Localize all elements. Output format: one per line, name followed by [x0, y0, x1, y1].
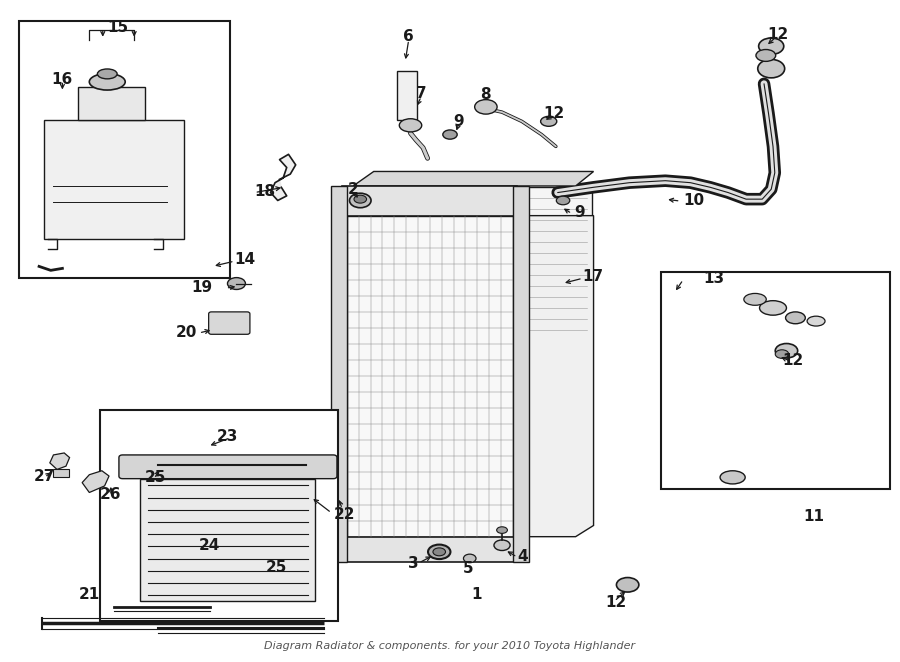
Ellipse shape	[556, 196, 570, 205]
Polygon shape	[50, 453, 69, 469]
Ellipse shape	[775, 350, 788, 358]
Text: 3: 3	[408, 555, 418, 571]
Text: 27: 27	[34, 469, 55, 483]
Text: 25: 25	[266, 559, 286, 575]
Text: 10: 10	[683, 193, 705, 208]
Ellipse shape	[433, 548, 446, 556]
Ellipse shape	[786, 312, 806, 324]
Text: 12: 12	[606, 595, 626, 610]
Bar	[100, 410, 338, 621]
Text: 25: 25	[145, 470, 166, 485]
Text: 14: 14	[235, 252, 256, 267]
Bar	[661, 271, 889, 489]
Text: 21: 21	[78, 587, 100, 602]
Text: 8: 8	[481, 87, 491, 103]
Ellipse shape	[354, 195, 366, 203]
Ellipse shape	[616, 577, 639, 592]
Text: 9: 9	[574, 205, 584, 220]
Ellipse shape	[760, 301, 787, 315]
Ellipse shape	[807, 316, 825, 326]
Ellipse shape	[349, 193, 371, 208]
Ellipse shape	[443, 130, 457, 139]
Text: 26: 26	[100, 487, 122, 502]
Polygon shape	[353, 171, 594, 186]
Text: 19: 19	[191, 280, 212, 295]
Bar	[330, 186, 346, 562]
Text: 22: 22	[333, 507, 355, 522]
Ellipse shape	[494, 540, 510, 551]
Text: 12: 12	[544, 106, 564, 121]
Bar	[342, 537, 518, 562]
Bar	[397, 71, 417, 120]
FancyBboxPatch shape	[209, 312, 250, 334]
Ellipse shape	[758, 60, 785, 78]
Ellipse shape	[89, 73, 125, 90]
Bar	[346, 216, 513, 537]
Polygon shape	[82, 471, 109, 493]
Ellipse shape	[759, 38, 784, 54]
Text: 6: 6	[403, 30, 414, 44]
Text: 18: 18	[255, 184, 275, 199]
Text: 12: 12	[782, 353, 804, 368]
Text: 20: 20	[176, 325, 197, 340]
Ellipse shape	[464, 554, 476, 563]
Text: 17: 17	[583, 269, 604, 285]
Bar	[44, 120, 184, 239]
Text: 1: 1	[472, 587, 482, 602]
Text: 12: 12	[767, 27, 788, 42]
Text: 23: 23	[217, 429, 239, 444]
Text: 24: 24	[199, 538, 220, 553]
Bar	[52, 469, 68, 477]
Ellipse shape	[400, 118, 422, 132]
Ellipse shape	[720, 471, 745, 484]
Bar	[77, 87, 145, 120]
Ellipse shape	[428, 545, 450, 559]
Text: 16: 16	[52, 71, 73, 87]
Polygon shape	[515, 216, 594, 537]
Text: 7: 7	[416, 86, 427, 101]
Bar	[342, 186, 518, 216]
Text: 15: 15	[107, 21, 129, 35]
FancyBboxPatch shape	[119, 455, 337, 479]
Ellipse shape	[756, 50, 776, 62]
Bar	[441, 187, 592, 341]
Text: 11: 11	[803, 509, 824, 524]
Ellipse shape	[541, 117, 557, 126]
Text: 5: 5	[463, 561, 473, 576]
Ellipse shape	[743, 293, 766, 305]
Bar	[140, 479, 315, 601]
Ellipse shape	[497, 527, 508, 534]
Ellipse shape	[228, 277, 246, 289]
Text: 2: 2	[347, 182, 358, 197]
Text: 4: 4	[518, 549, 528, 564]
Polygon shape	[271, 154, 296, 201]
Text: 13: 13	[703, 271, 724, 286]
Ellipse shape	[775, 344, 797, 358]
Bar	[19, 21, 230, 278]
Text: Diagram Radiator & components. for your 2010 Toyota Highlander: Diagram Radiator & components. for your …	[265, 641, 635, 651]
Ellipse shape	[474, 99, 497, 114]
Text: 9: 9	[454, 114, 464, 129]
Ellipse shape	[97, 69, 117, 79]
Bar	[513, 186, 529, 562]
